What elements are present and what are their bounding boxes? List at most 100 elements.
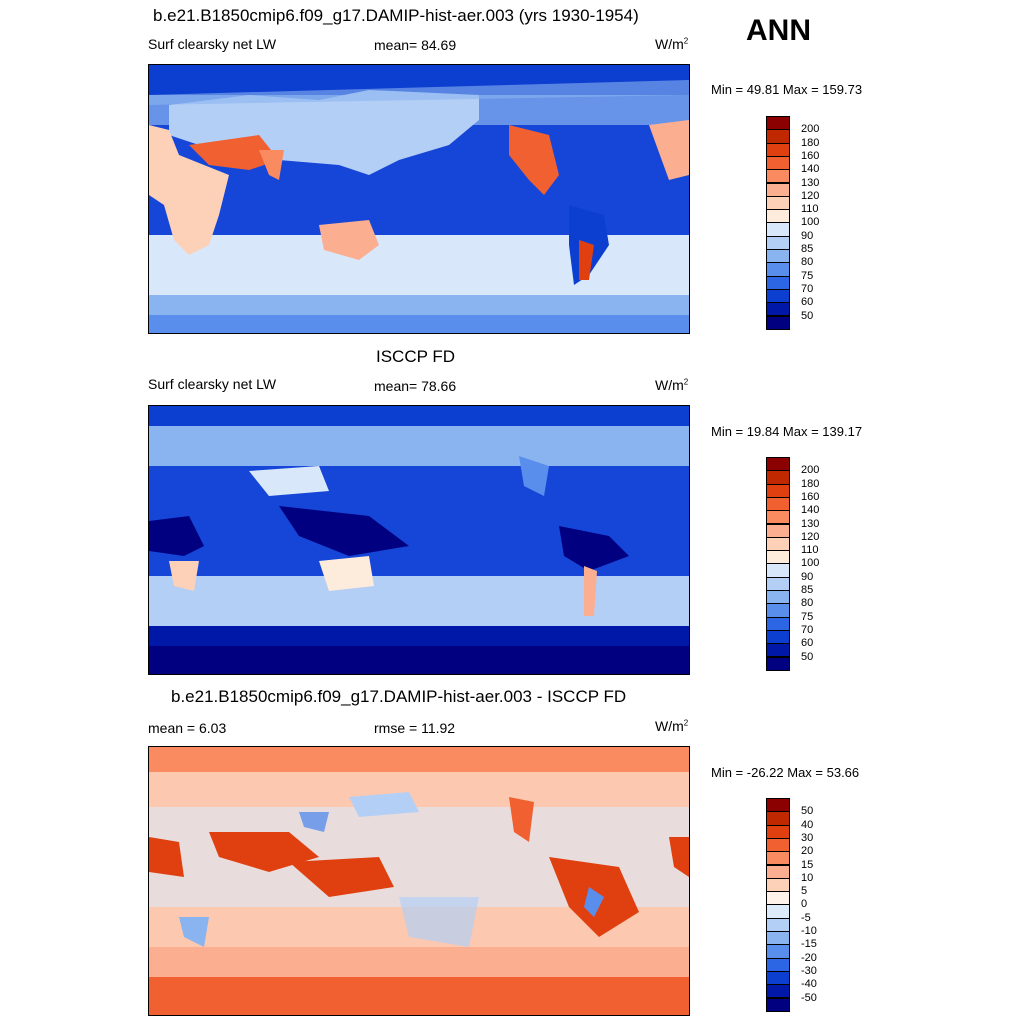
colorbar-swatch [766, 563, 790, 578]
colorbar-swatch [766, 864, 790, 879]
colorbar-tick-label: 200 [801, 123, 820, 136]
colorbar-tick-label: 100 [801, 216, 820, 229]
colorbar-tick-label: 120 [801, 530, 820, 543]
map-panel-model [148, 64, 690, 334]
colorbar-tick-label: 40 [801, 818, 814, 831]
colorbar [766, 116, 790, 330]
colorbar-swatch [766, 222, 790, 237]
min-max-label: Min = 49.81 Max = 159.73 [711, 82, 863, 97]
colorbar-tick-label: 50 [801, 650, 814, 663]
colorbar-tick-label: 75 [801, 610, 814, 623]
colorbar-swatch [766, 457, 790, 472]
colorbar-tick-label: 120 [801, 189, 820, 202]
colorbar-tick-label: 180 [801, 136, 820, 149]
colorbar-tick-label: 60 [801, 296, 814, 309]
colorbar-swatch [766, 315, 790, 330]
colorbar-swatch [766, 288, 790, 304]
colorbar-tick-label: 75 [801, 269, 814, 282]
colorbar-tick-label: 160 [801, 490, 820, 503]
mean-label: mean= 84.69 [374, 37, 457, 53]
mean-label: mean = 6.03 [148, 720, 227, 736]
colorbar-swatch [766, 249, 790, 264]
colorbar-swatch [766, 510, 790, 525]
colorbar-swatch [766, 262, 790, 277]
mean-label: mean= 78.66 [374, 378, 457, 394]
colorbar-tick-label: 130 [801, 176, 820, 189]
season-label: ANN [746, 14, 811, 47]
colorbar-swatch [766, 984, 790, 999]
colorbar-tick-label: -40 [801, 978, 817, 991]
colorbar-swatch [766, 302, 790, 317]
colorbar-tick-label: 15 [801, 858, 814, 871]
colorbar-tick-label: 30 [801, 831, 814, 844]
colorbar-swatch [766, 643, 790, 658]
colorbar-swatch [766, 590, 790, 605]
colorbar-tick-label: 80 [801, 256, 814, 269]
colorbar-tick-label: 130 [801, 517, 820, 530]
colorbar-tick-label: 70 [801, 282, 814, 295]
colorbar-tick-label: -20 [801, 951, 817, 964]
variable-label: Surf clearsky net LW [148, 376, 277, 392]
colorbar-swatch [766, 470, 790, 485]
colorbar-swatch [766, 811, 790, 826]
colorbar-swatch [766, 629, 790, 645]
colorbar-swatch [766, 275, 790, 290]
colorbar-tick-label: 90 [801, 570, 814, 583]
min-max-label: Min = -26.22 Max = 53.66 [711, 765, 860, 780]
colorbar-swatch [766, 603, 790, 618]
colorbar-swatch [766, 970, 790, 986]
colorbar-swatch [766, 931, 790, 946]
colorbar-swatch [766, 536, 790, 552]
colorbar-swatch [766, 997, 790, 1012]
colorbar-tick-label: 180 [801, 477, 820, 490]
colorbar-swatch [766, 142, 790, 157]
colorbar-tick-label: 20 [801, 845, 814, 858]
rmse-label: rmse = 11.92 [374, 720, 456, 736]
colorbar [766, 457, 790, 671]
colorbar-tick-label: 100 [801, 557, 820, 570]
colorbar-tick-label: 80 [801, 597, 814, 610]
colorbar-tick-label: -50 [801, 991, 817, 1004]
colorbar-swatch [766, 576, 790, 591]
colorbar-tick-label: 110 [801, 544, 819, 557]
colorbar-swatch [766, 496, 790, 512]
colorbar-swatch [766, 550, 790, 565]
colorbar-tick-label: 160 [801, 149, 820, 162]
panel-title: b.e21.B1850cmip6.f09_g17.DAMIP-hist-aer.… [171, 687, 627, 706]
colorbar-tick-label: 110 [801, 203, 819, 216]
colorbar-tick-label: 50 [801, 805, 814, 818]
colorbar-swatch [766, 904, 790, 919]
colorbar-swatch [766, 209, 790, 224]
colorbar-swatch [766, 917, 790, 932]
colorbar-tick-label: 200 [801, 464, 820, 477]
variable-label: Surf clearsky net LW [148, 36, 277, 52]
map-panel-observation [148, 405, 690, 675]
colorbar-swatch [766, 851, 790, 866]
colorbar-swatch [766, 235, 790, 250]
colorbar-tick-label: 0 [801, 898, 808, 911]
colorbar-swatch [766, 116, 790, 131]
colorbar-swatch [766, 182, 790, 197]
colorbar-swatch [766, 656, 790, 671]
panel-title: b.e21.B1850cmip6.f09_g17.DAMIP-hist-aer.… [153, 6, 639, 25]
colorbar-tick-label: -10 [801, 925, 817, 937]
colorbar-tick-label: 140 [801, 163, 820, 176]
colorbar-tick-label: 140 [801, 504, 820, 517]
colorbar-swatch [766, 155, 790, 171]
colorbar-swatch [766, 483, 790, 498]
colorbar-swatch [766, 824, 790, 839]
colorbar-tick-label: 70 [801, 623, 814, 636]
colorbar-swatch [766, 944, 790, 959]
colorbar-swatch [766, 129, 790, 144]
colorbar-swatch [766, 957, 790, 972]
colorbar [766, 798, 790, 1012]
colorbar-swatch [766, 195, 790, 211]
colorbar-swatch [766, 169, 790, 184]
colorbar-swatch [766, 798, 790, 813]
map-panel-difference [148, 746, 690, 1016]
colorbar-tick-label: -15 [801, 938, 817, 951]
colorbar-tick-label: 60 [801, 637, 814, 650]
colorbar-swatch [766, 837, 790, 853]
colorbar-swatch [766, 523, 790, 538]
colorbar-swatch [766, 891, 790, 906]
